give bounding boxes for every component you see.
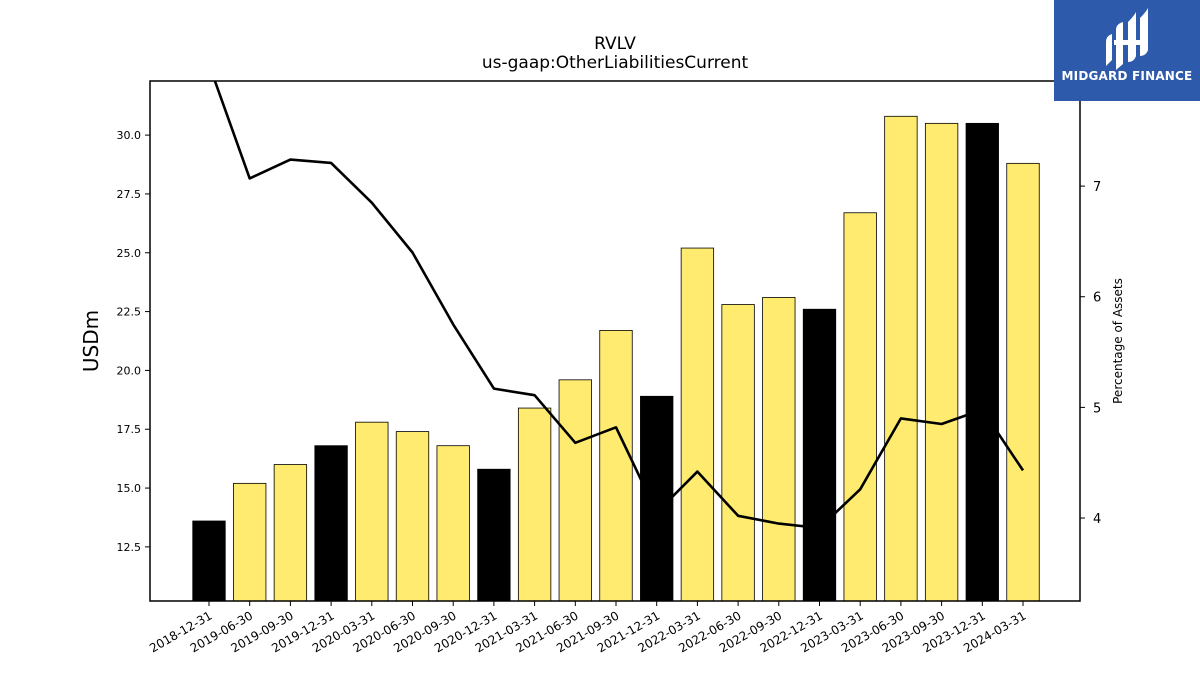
bar-2018-12-31 <box>192 520 226 602</box>
bar-2022-12-31 <box>802 308 837 602</box>
bar-2020-09-30 <box>436 445 470 602</box>
bar-2019-12-31 <box>314 445 348 602</box>
y-tick-label: 12.5 <box>117 541 142 554</box>
bar-2020-06-30 <box>395 431 430 602</box>
bar-2021-06-30 <box>558 379 592 602</box>
bar-2019-09-30 <box>273 464 308 602</box>
bar-2023-03-31 <box>843 212 877 602</box>
y-tick-label: 25.0 <box>117 247 142 260</box>
y-tick-label: 15.0 <box>117 482 142 495</box>
bar-2022-03-31 <box>680 247 715 602</box>
bar-2020-12-31 <box>477 468 511 602</box>
bar-2023-12-31 <box>965 122 999 602</box>
logo-mark-icon <box>1106 8 1148 70</box>
midgard-finance-logo: MIDGARD FINANCE <box>1054 0 1200 101</box>
percentage-line <box>213 81 1025 530</box>
bar-2022-06-30 <box>721 304 755 602</box>
y2-tick-label: 5 <box>1093 401 1101 416</box>
y2-axis-label: Percentage of Assets <box>1111 278 1125 404</box>
y-tick-label: 17.5 <box>117 423 142 436</box>
y-tick-label: 30.0 <box>117 129 142 142</box>
bar-2021-09-30 <box>599 330 633 602</box>
y-tick-label: 20.0 <box>117 364 142 377</box>
y-axis-label: USDm <box>79 310 103 372</box>
bar-2023-09-30 <box>924 122 959 602</box>
y2-tick-label: 4 <box>1093 512 1101 527</box>
y2-tick-label: 7 <box>1093 180 1101 195</box>
bar-2022-09-30 <box>762 297 796 602</box>
logo-text: MIDGARD FINANCE <box>1061 69 1193 83</box>
chart-title: RVLV <box>594 34 636 54</box>
y-tick-label: 27.5 <box>117 188 142 201</box>
bar-2021-03-31 <box>517 407 552 602</box>
bar-2023-06-30 <box>884 115 918 602</box>
bar-2019-06-30 <box>233 482 267 602</box>
bar-2024-03-31 <box>1006 162 1040 602</box>
plot-area: 12.515.017.520.022.525.027.530.045672018… <box>117 80 1101 655</box>
y2-tick-label: 6 <box>1093 291 1101 306</box>
y-tick-label: 22.5 <box>117 306 142 319</box>
plot-frame <box>149 80 1081 602</box>
bar-2020-03-31 <box>355 421 389 602</box>
chart-subtitle: us-gaap:OtherLiabilitiesCurrent <box>482 53 749 73</box>
bar-2021-12-31 <box>640 395 674 602</box>
